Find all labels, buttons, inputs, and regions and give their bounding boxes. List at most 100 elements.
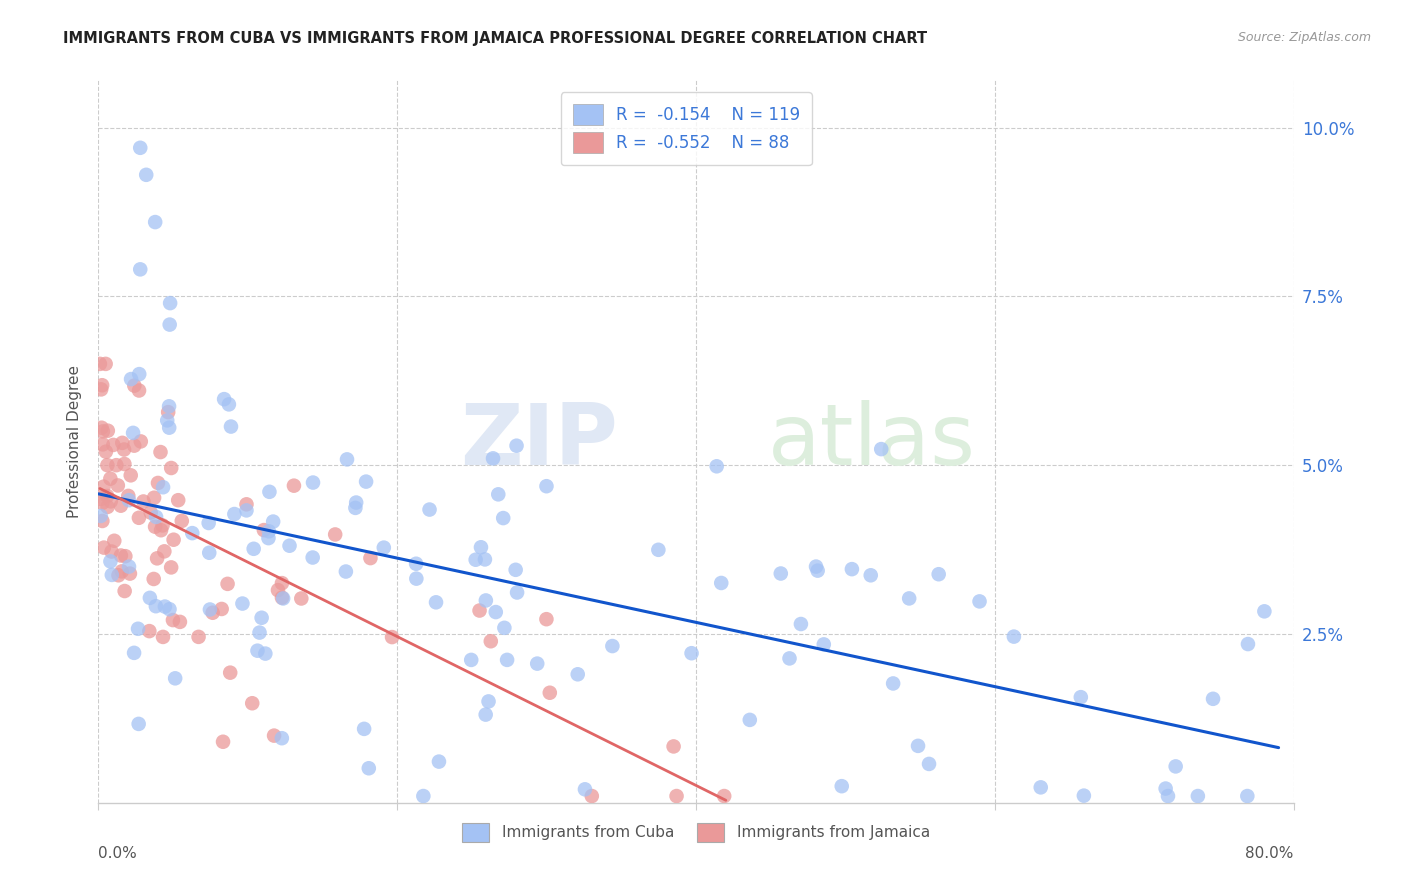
Point	[405, 572, 427, 586]
Point	[475, 593, 498, 607]
Point	[859, 568, 882, 582]
Point	[224, 507, 246, 521]
Point	[710, 576, 733, 591]
Point	[969, 594, 991, 608]
Point	[91, 496, 114, 510]
Point	[100, 544, 122, 558]
Point	[496, 653, 519, 667]
Point	[271, 591, 294, 605]
Point	[111, 565, 134, 579]
Point	[150, 523, 173, 537]
Point	[124, 378, 146, 392]
Point	[290, 591, 312, 606]
Point	[706, 459, 728, 474]
Text: ZIP: ZIP	[461, 400, 619, 483]
Point	[128, 367, 150, 381]
Point	[381, 630, 404, 644]
Point	[160, 560, 183, 574]
Point	[1236, 789, 1258, 803]
Point	[336, 452, 359, 467]
Point	[713, 789, 735, 803]
Point	[474, 552, 496, 566]
Text: 80.0%: 80.0%	[1246, 847, 1294, 861]
Point	[494, 621, 516, 635]
Point	[738, 713, 761, 727]
Point	[89, 357, 111, 371]
Point	[100, 494, 122, 508]
Point	[187, 630, 209, 644]
Point	[153, 544, 176, 558]
Point	[270, 731, 292, 746]
Point	[831, 779, 853, 793]
Point	[259, 484, 281, 499]
Point	[1237, 637, 1260, 651]
Point	[841, 562, 863, 576]
Point	[110, 549, 132, 563]
Point	[103, 533, 125, 548]
Point	[505, 439, 527, 453]
Point	[165, 671, 187, 685]
Point	[354, 475, 377, 489]
Point	[271, 591, 294, 606]
Point	[160, 461, 183, 475]
Point	[143, 491, 166, 505]
Y-axis label: Professional Degree: Professional Degree	[67, 365, 83, 518]
Point	[460, 653, 482, 667]
Point	[120, 372, 142, 386]
Point	[129, 262, 152, 277]
Point	[201, 606, 224, 620]
Point	[870, 442, 893, 456]
Point	[482, 451, 505, 466]
Point	[159, 602, 181, 616]
Point	[152, 518, 174, 533]
Point	[486, 487, 509, 501]
Point	[807, 564, 830, 578]
Point	[101, 568, 124, 582]
Point	[581, 789, 603, 803]
Point	[128, 510, 150, 524]
Point	[145, 599, 167, 614]
Point	[231, 597, 253, 611]
Point	[96, 489, 118, 503]
Point	[344, 500, 367, 515]
Text: 0.0%: 0.0%	[98, 847, 138, 861]
Point	[157, 400, 180, 414]
Point	[107, 568, 129, 582]
Point	[344, 495, 367, 509]
Point	[1253, 604, 1275, 618]
Point	[1157, 789, 1180, 803]
Point	[93, 541, 115, 555]
Point	[120, 468, 142, 483]
Point	[152, 480, 174, 494]
Point	[122, 646, 145, 660]
Point	[804, 559, 827, 574]
Point	[250, 611, 273, 625]
Point	[127, 622, 149, 636]
Point	[91, 514, 114, 528]
Point	[129, 141, 152, 155]
Point	[235, 503, 257, 517]
Point	[167, 493, 190, 508]
Point	[1164, 759, 1187, 773]
Point	[1070, 690, 1092, 705]
Point	[1187, 789, 1209, 803]
Point	[159, 318, 181, 332]
Point	[242, 541, 264, 556]
Point	[93, 480, 115, 494]
Point	[485, 605, 508, 619]
Point	[262, 515, 284, 529]
Point	[335, 565, 357, 579]
Point	[271, 576, 294, 591]
Point	[90, 508, 112, 523]
Point	[128, 384, 150, 398]
Point	[790, 617, 813, 632]
Point	[526, 657, 548, 671]
Point	[117, 489, 139, 503]
Point	[468, 603, 491, 617]
Point	[240, 696, 263, 710]
Point	[114, 549, 136, 564]
Point	[145, 509, 167, 524]
Point	[479, 634, 502, 648]
Point	[197, 516, 219, 530]
Point	[112, 442, 135, 457]
